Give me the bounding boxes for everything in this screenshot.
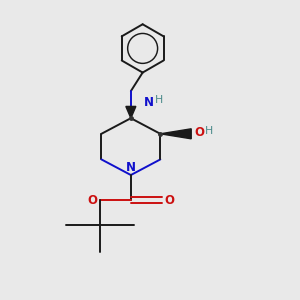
- Polygon shape: [126, 106, 136, 118]
- Text: O: O: [194, 126, 204, 140]
- Text: N: N: [126, 160, 136, 174]
- Text: N: N: [144, 95, 154, 109]
- Text: H: H: [155, 95, 163, 105]
- Text: H: H: [205, 126, 213, 136]
- Text: O: O: [164, 194, 174, 207]
- Text: O: O: [88, 194, 98, 207]
- Polygon shape: [160, 129, 191, 139]
